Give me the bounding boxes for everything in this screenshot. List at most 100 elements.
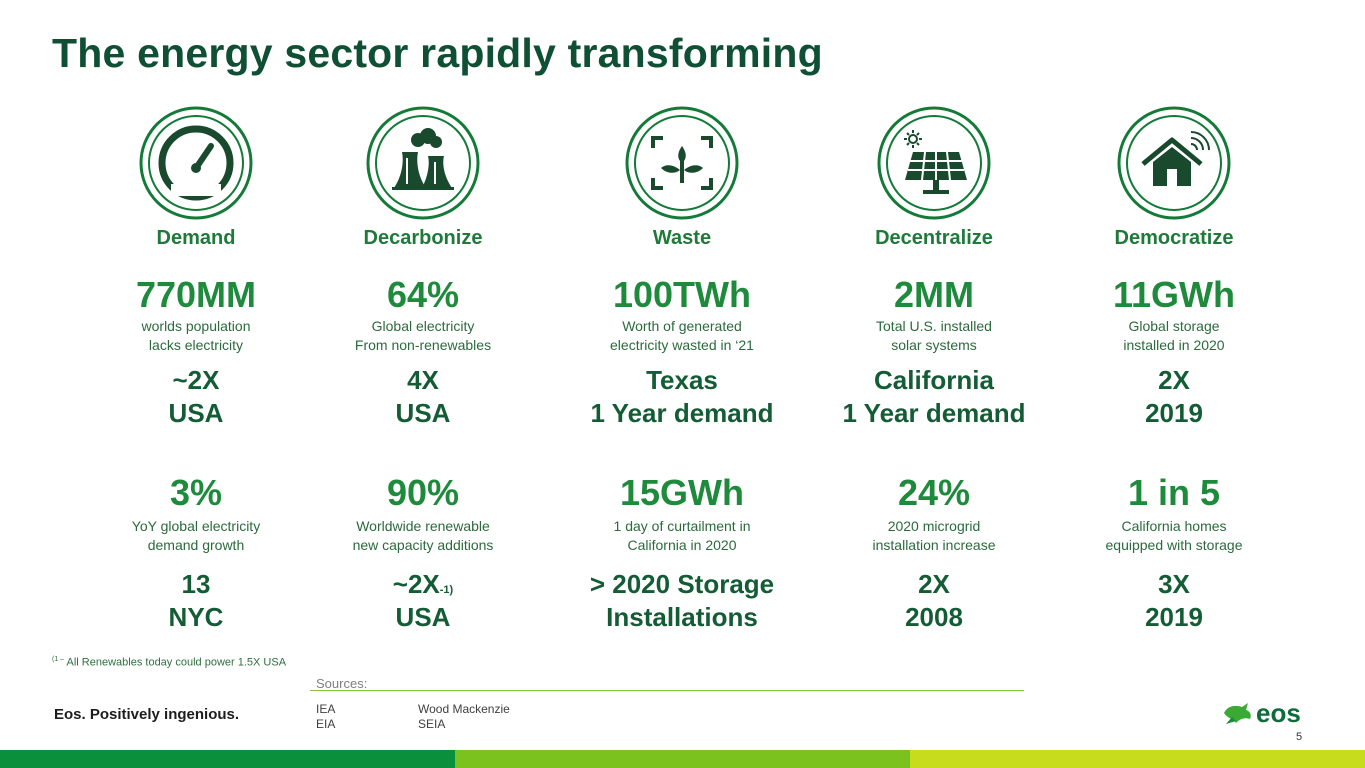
stat-description-line: Global electricity — [371, 318, 475, 334]
stat-description: Worth of generated electricity wasted in… — [562, 317, 802, 355]
stat-description: 1 day of curtailment in California in 20… — [562, 517, 802, 555]
equivalence-line: California — [874, 365, 994, 395]
stat-description-line: solar systems — [891, 337, 977, 353]
footer-bar-mid — [455, 750, 910, 768]
stat-description-line: California homes — [1121, 518, 1227, 534]
footnote-marker: (1 – — [52, 656, 65, 663]
equivalence-line: > 2020 Storage — [589, 569, 775, 599]
page-title: The energy sector rapidly transforming — [52, 30, 823, 76]
sources-column: Wood Mackenzie SEIA — [418, 702, 510, 732]
stat-description-line: 2020 microgrid — [887, 518, 981, 534]
stat-value: 2MM — [894, 274, 974, 315]
equivalence-line: ~2X — [172, 365, 220, 395]
eos-logo: eos — [1222, 697, 1316, 729]
stat-description-line: installed in 2020 — [1123, 337, 1225, 353]
equivalence-line: Installations — [606, 602, 758, 632]
category-label: Demand — [156, 227, 236, 249]
stat-description: Global storage installed in 2020 — [1054, 317, 1294, 355]
equivalence-line: USA — [395, 602, 451, 632]
stat-value: 3% — [169, 472, 223, 513]
smart-home-icon — [1117, 106, 1231, 220]
source-item: IEA — [316, 702, 336, 716]
equivalence-line: 2X — [1158, 365, 1190, 395]
stat-description-line: Global storage — [1128, 318, 1220, 334]
footnote: (1 – All Renewables today could power 1.… — [52, 656, 286, 669]
category-label: Democratize — [1114, 227, 1234, 249]
equivalence-line: USA — [395, 398, 451, 428]
equivalence-line: 2008 — [905, 602, 963, 632]
stat-description-line: new capacity additions — [352, 537, 494, 553]
equivalence-line: 4X — [407, 365, 439, 395]
footnote-reference: -1) — [439, 584, 454, 596]
stat-description: Global electricity From non-renewables — [303, 317, 543, 355]
equivalence-line: NYC — [168, 602, 224, 632]
equivalence: > 2020 Storage Installations — [562, 568, 802, 634]
footer-bar-dark — [0, 750, 455, 768]
stat-value: 24% — [897, 472, 971, 513]
sources-divider — [310, 690, 1024, 691]
equivalence-line: Texas — [646, 365, 718, 395]
sources-column: IEA EIA — [316, 702, 335, 732]
speedometer-icon — [139, 106, 253, 220]
footer-bar-light — [910, 750, 1365, 768]
stat-description: 2020 microgrid installation increase — [814, 517, 1054, 555]
source-item: EIA — [316, 717, 336, 731]
stat-description: YoY global electricity demand growth — [76, 517, 316, 555]
stat-description-line: California in 2020 — [627, 537, 737, 553]
stat-description-line: From non-renewables — [354, 337, 492, 353]
column-democratize: Democratize 11GWh Global storage install… — [1054, 106, 1294, 632]
column-decarbonize: Decarbonize 64% Global electricity From … — [303, 106, 543, 632]
category-label: Waste — [652, 227, 712, 249]
equivalence-line: 2019 — [1145, 602, 1203, 632]
sprout-frame-icon — [625, 106, 739, 220]
stat-description-line: demand growth — [147, 537, 245, 553]
category-label: Decarbonize — [363, 227, 483, 249]
equivalence-line: 1 Year demand — [590, 398, 774, 428]
equivalence-line: 2X — [918, 569, 950, 599]
column-demand: Demand 770MM worlds population lacks ele… — [76, 106, 316, 632]
stat-value: 90% — [386, 472, 460, 513]
stat-description: worlds population lacks electricity — [76, 317, 316, 355]
stat-value: 100TWh — [612, 274, 752, 315]
stat-description-line: lacks electricity — [148, 337, 244, 353]
stat-value: 1 in 5 — [1127, 472, 1221, 513]
logo-wordmark: eos — [1256, 698, 1301, 728]
stat-description-line: electricity wasted in ‘21 — [610, 337, 754, 353]
stat-description-line: YoY global electricity — [131, 518, 261, 534]
page-number: 5 — [1296, 731, 1303, 743]
power-plant-icon — [366, 106, 480, 220]
stat-description-line: Worth of generated — [622, 318, 742, 334]
stat-description-line: Total U.S. installed — [876, 318, 992, 334]
equivalence: 3X 2019 — [1054, 568, 1294, 634]
equivalence: 13 NYC — [76, 568, 316, 634]
tagline: Eos. Positively ingenious. — [54, 706, 240, 723]
equivalence: California 1 Year demand — [814, 364, 1054, 430]
solar-panel-icon — [877, 106, 991, 220]
equivalence: 4X USA — [303, 364, 543, 430]
equivalence-line: ~2X-1) — [303, 568, 543, 601]
equivalence-line: USA — [168, 398, 224, 428]
stat-description: Worldwide renewable new capacity additio… — [303, 517, 543, 555]
equivalence-line: 2019 — [1145, 398, 1203, 428]
equivalence-value: ~2X — [392, 569, 440, 599]
stat-description-line: Worldwide renewable — [356, 518, 490, 534]
stat-description-line: equipped with storage — [1105, 537, 1243, 553]
stat-description: Total U.S. installed solar systems — [814, 317, 1054, 355]
stat-description-line: installation increase — [872, 537, 996, 553]
equivalence: ~2X USA — [76, 364, 316, 430]
equivalence-line: 3X — [1158, 569, 1190, 599]
column-waste: Waste 100TWh Worth of generated electric… — [562, 106, 802, 632]
stat-description-line: 1 day of curtailment in — [613, 518, 751, 534]
sources-label: Sources: — [316, 676, 368, 691]
category-label: Decentralize — [875, 227, 993, 249]
stat-value: 64% — [386, 274, 460, 315]
equivalence: ~2X-1) USA — [303, 568, 543, 634]
source-item: SEIA — [418, 717, 446, 731]
stat-description-line: worlds population — [141, 318, 251, 334]
column-decentralize: Decentralize 2MM Total U.S. installed so… — [814, 106, 1054, 632]
stat-value: 11GWh — [1112, 274, 1236, 315]
stat-value: 15GWh — [619, 472, 744, 513]
stat-description: California homes equipped with storage — [1054, 517, 1294, 555]
stat-value: 770MM — [135, 274, 257, 315]
equivalence: 2X 2019 — [1054, 364, 1294, 430]
